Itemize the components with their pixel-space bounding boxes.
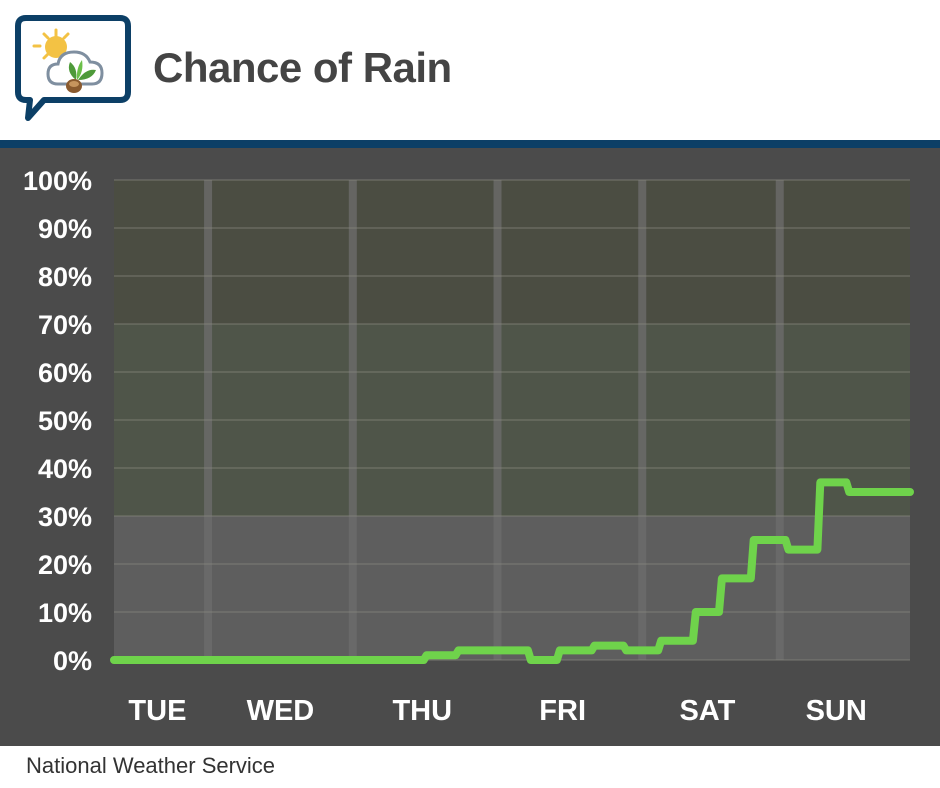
y-tick-label: 0% [53, 646, 92, 676]
gridlines [114, 179, 910, 661]
chart-panel: 0% 10% 20% 30% 40% 50% 60% 70% 80% 90% 100% TUE WED… [0, 148, 940, 746]
y-tick-label: 20% [38, 550, 92, 580]
x-tick-label: FRI [539, 695, 586, 727]
weather-logo-icon [15, 15, 131, 121]
y-tick-label: 100% [23, 166, 92, 196]
rain-chance-chart: 0% 10% 20% 30% 40% 50% 60% 70% 80% 90% 100% TUE WED… [23, 166, 914, 727]
x-tick-label: WED [247, 695, 315, 727]
band-high [114, 180, 910, 324]
header: Chance of Rain [0, 0, 940, 140]
source-credit: National Weather Service [26, 753, 276, 778]
band-low [114, 516, 910, 660]
y-tick-label: 40% [38, 454, 92, 484]
series-group [110, 478, 914, 664]
x-tick-label: THU [392, 695, 452, 727]
series-line [110, 478, 914, 664]
y-tick-label: 10% [38, 598, 92, 628]
y-tick-label: 50% [38, 406, 92, 436]
y-tick-label: 70% [38, 310, 92, 340]
page-title: Chance of Rain [153, 44, 452, 91]
header-divider [0, 140, 940, 148]
x-tick-label: TUE [128, 695, 186, 727]
x-axis-day-labels: TUE WED THU FRI SAT SUN [128, 695, 866, 727]
y-axis-ticks: 0% 10% 20% 30% 40% 50% 60% 70% 80% 90% 100% [23, 166, 92, 676]
x-tick-label: SAT [679, 695, 735, 727]
x-tick-label: SUN [806, 695, 867, 727]
y-tick-label: 80% [38, 262, 92, 292]
y-tick-label: 90% [38, 214, 92, 244]
y-tick-label: 60% [38, 358, 92, 388]
y-tick-label: 30% [38, 502, 92, 532]
